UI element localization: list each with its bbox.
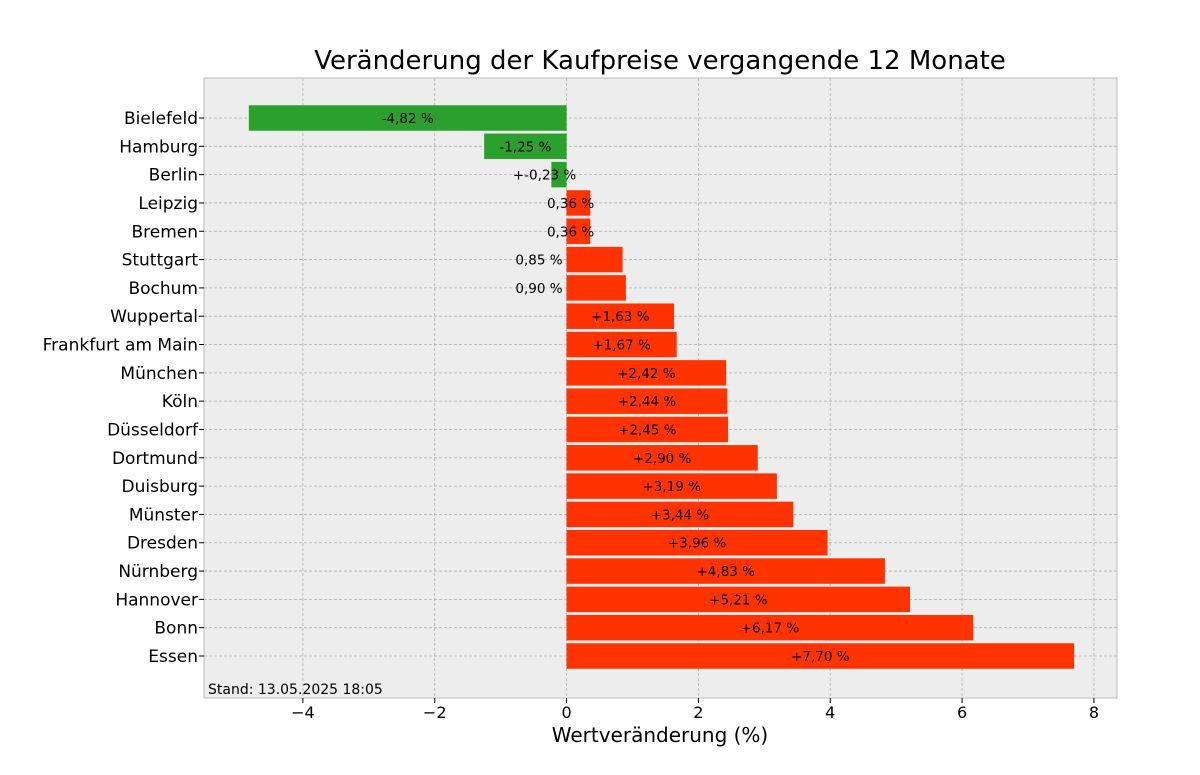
x-tick-label: 8 (1089, 703, 1099, 722)
bar-value-label: +5,21 % (709, 592, 768, 608)
x-tick-label: 4 (825, 703, 835, 722)
bar-value-label: 0,90 % (515, 281, 562, 297)
category-label: Köln (162, 392, 198, 412)
value-axis: −4 −2 0 2 4 6 8 (291, 698, 1099, 722)
x-tick-label: 0 (561, 703, 571, 722)
bar (566, 586, 911, 613)
bar (566, 360, 727, 386)
x-tick-label: −4 (291, 703, 315, 722)
bar (566, 558, 885, 584)
bar (566, 331, 677, 358)
bar-value-label: +3,44 % (651, 507, 710, 523)
bar (566, 303, 675, 329)
bar-value-label: +6,17 % (741, 621, 800, 637)
bar (566, 643, 1075, 669)
bar-value-label: +2,90 % (633, 451, 692, 467)
bar (566, 416, 729, 443)
bar-value-label: -1,25 % (499, 139, 551, 155)
bar (566, 388, 728, 414)
x-tick-label: 6 (957, 703, 967, 722)
bar (566, 445, 758, 471)
category-axis: Bielefeld Hamburg Berlin Leipzig Bremen Stutt… (43, 109, 204, 667)
category-label: Münster (129, 505, 198, 525)
bar (551, 161, 567, 188)
bar (566, 473, 777, 499)
category-label: Hamburg (119, 137, 198, 157)
category-label: Hannover (115, 590, 198, 610)
x-tick-label: 2 (693, 703, 703, 722)
bar-value-label: +-0,23 % (513, 168, 577, 184)
category-label: Stuttgart (122, 251, 199, 271)
bar-value-label: 0,85 % (515, 253, 562, 269)
bar (566, 501, 794, 528)
bar (484, 133, 567, 160)
category-label: Bielefeld (124, 109, 198, 129)
category-label: Berlin (149, 166, 198, 186)
bar-value-label: +4,83 % (697, 564, 756, 580)
bar (566, 275, 626, 301)
bar-value-label: +2,45 % (618, 422, 677, 438)
bar (566, 218, 591, 245)
bar-value-label: 0,36 % (547, 196, 594, 212)
category-label: Duisburg (122, 477, 199, 497)
bar (566, 246, 623, 273)
bar-value-label: +1,63 % (591, 309, 650, 325)
category-label: Leipzig (138, 194, 198, 214)
timestamp-annotation: Stand: 13.05.2025 18:05 (208, 682, 383, 698)
category-label: Dortmund (112, 449, 198, 469)
bar-value-label: +7,70 % (791, 649, 850, 665)
bar-value-label: +1,67 % (592, 338, 651, 354)
bar (248, 105, 567, 131)
category-label: Bonn (154, 619, 198, 639)
category-label: München (120, 364, 198, 384)
x-axis-title: Wertveränderung (%) (552, 723, 769, 747)
bar (566, 529, 828, 556)
category-label: Bochum (128, 279, 198, 299)
bar-value-label: 0,36 % (547, 224, 594, 240)
value-labels: -4,82 % -1,25 % +-0,23 % 0,36 % 0,36 % 0,85 %… (382, 111, 850, 665)
category-label: Nürnberg (118, 562, 198, 582)
bar-value-label: +3,19 % (642, 479, 701, 495)
category-label: Bremen (131, 222, 198, 242)
bar-value-label: +3,96 % (668, 536, 727, 552)
category-label: Dresden (127, 534, 198, 554)
bars (248, 105, 1075, 669)
bar-value-label: -4,82 % (382, 111, 434, 127)
plot-frame (203, 77, 1118, 699)
category-label: Düsseldorf (107, 420, 199, 440)
bar-value-label: +2,44 % (618, 394, 677, 410)
bar (566, 190, 591, 216)
category-label: Wuppertal (110, 307, 198, 327)
chart-title: Veränderung der Kaufpreise vergangende 1… (314, 46, 1006, 76)
bar (566, 614, 974, 641)
category-label: Essen (148, 647, 198, 667)
category-label: Frankfurt am Main (43, 336, 198, 356)
bar-value-label: +2,42 % (617, 366, 676, 382)
x-tick-label: −2 (423, 703, 447, 722)
grid-lines (204, 78, 1117, 698)
